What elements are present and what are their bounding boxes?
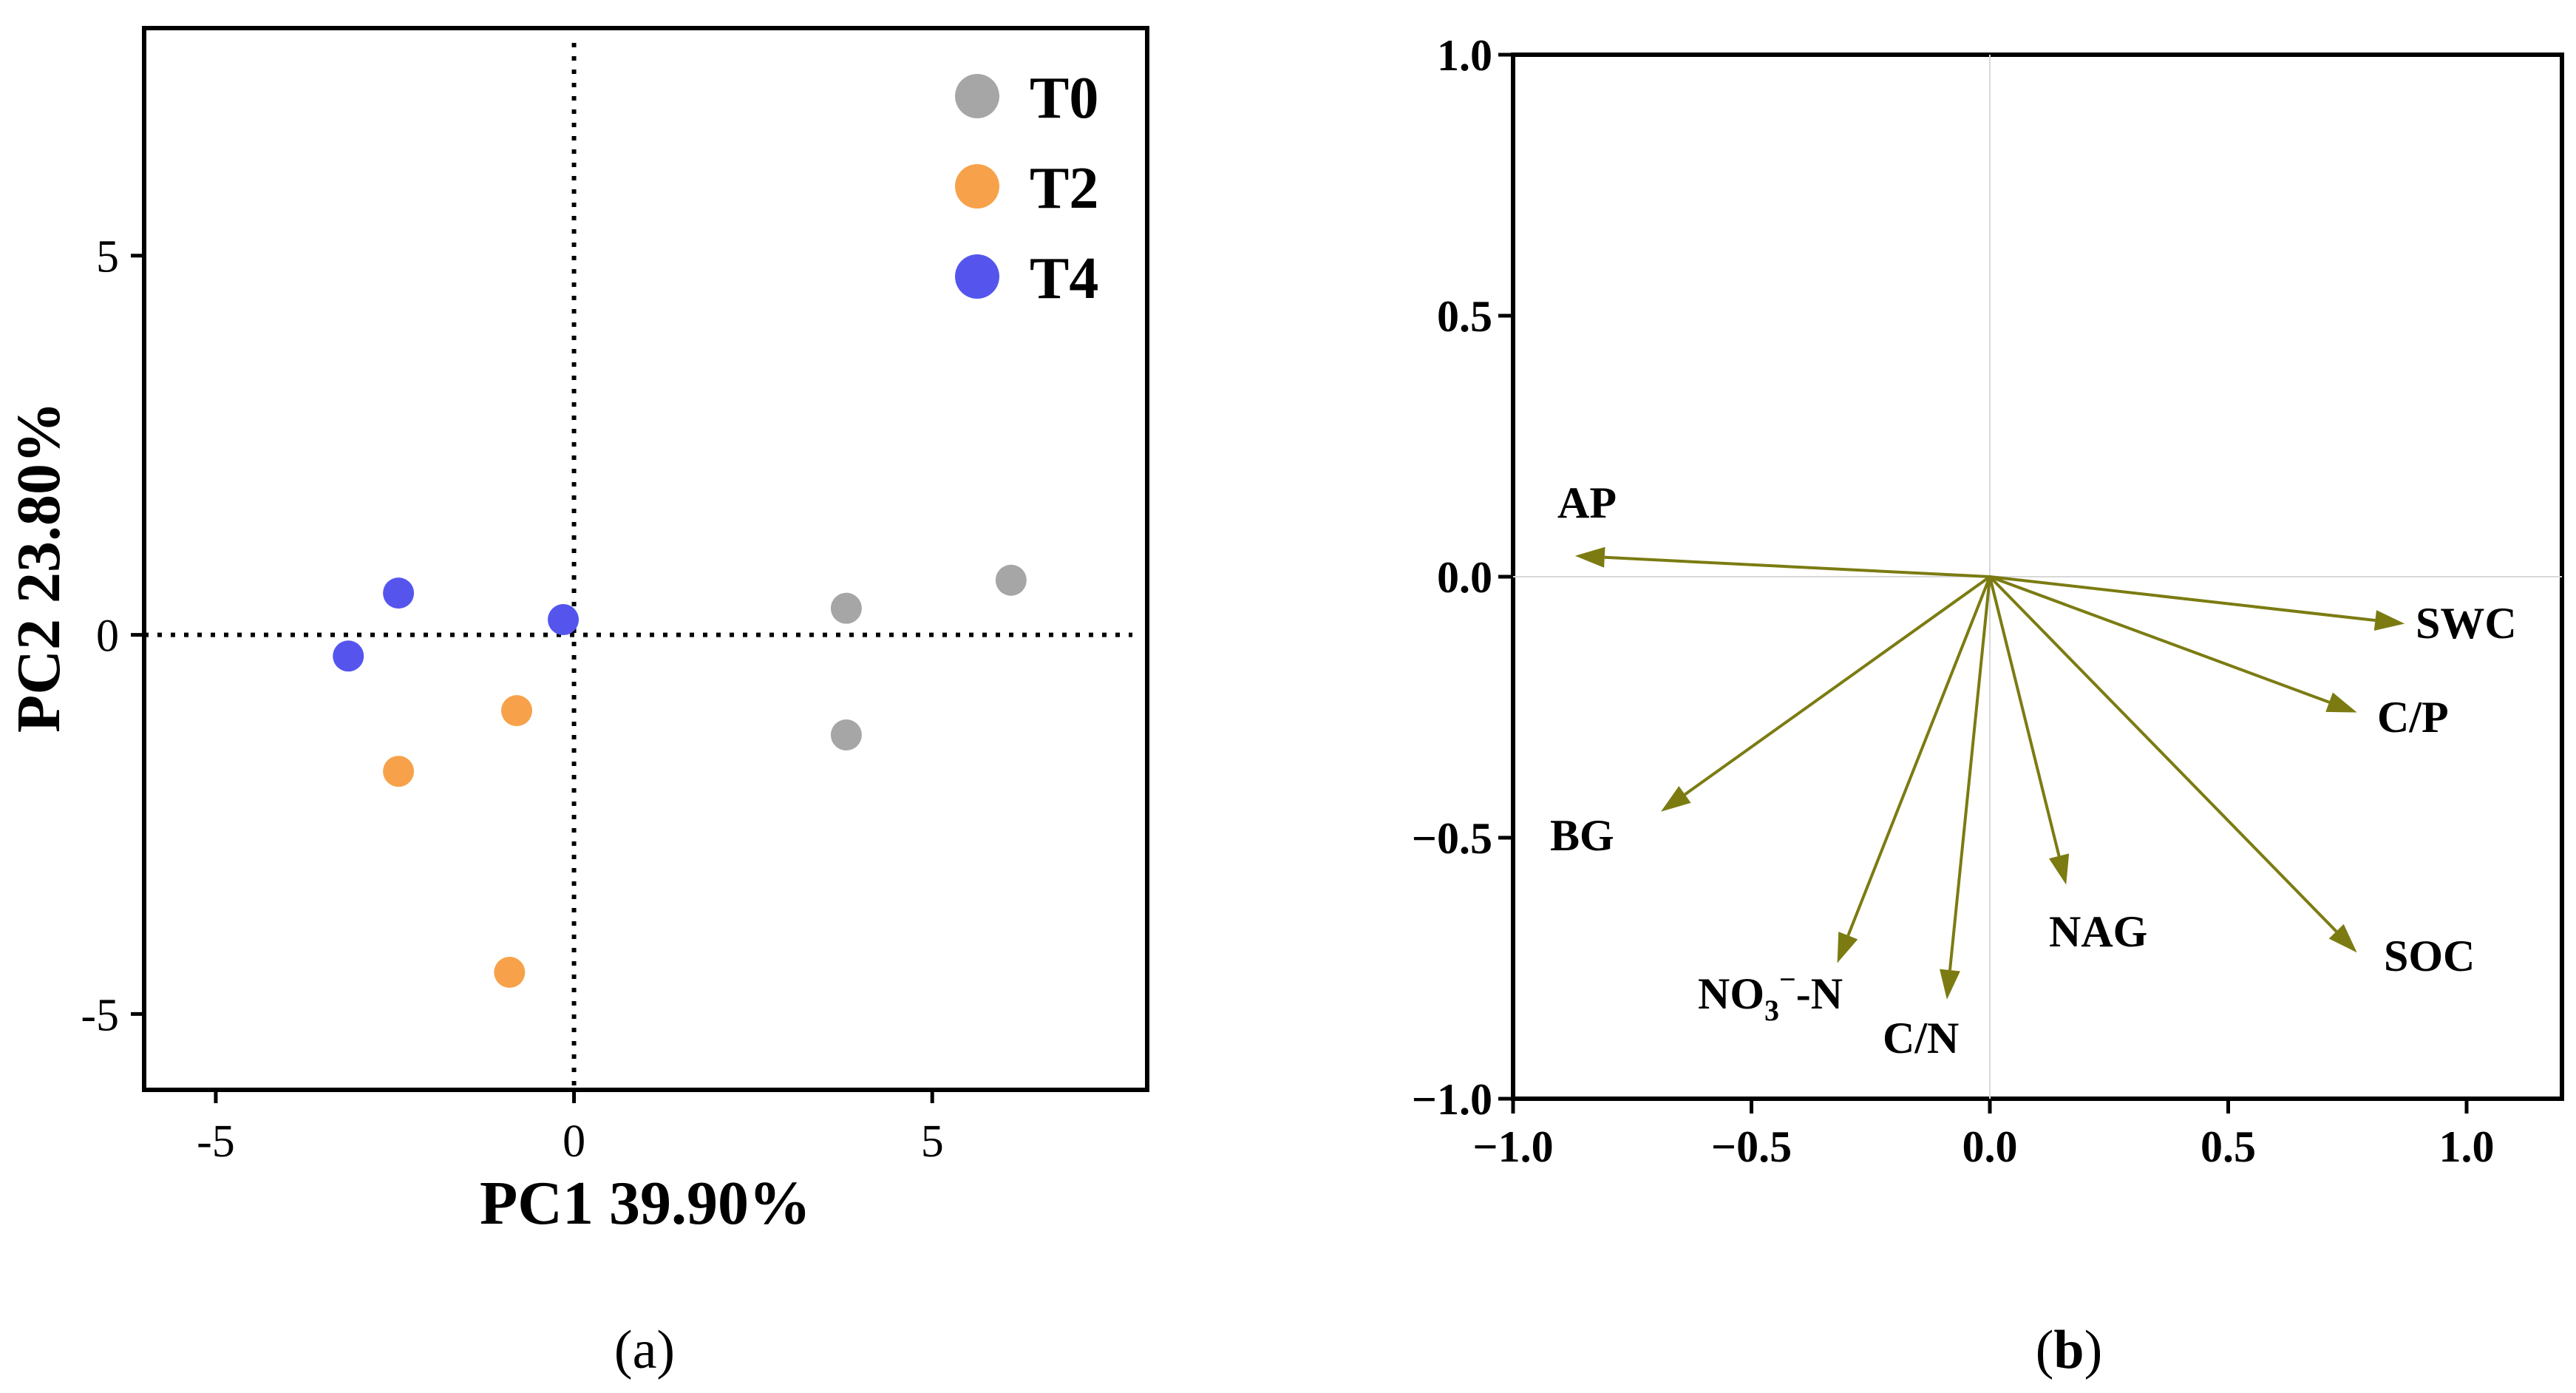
vector-arrow-no3-n xyxy=(1846,576,1991,936)
panel-b-y-tick-label: −0.5 xyxy=(1412,814,1492,863)
vector-arrowhead-bg xyxy=(1660,786,1691,812)
vector-arrowhead-nag xyxy=(2048,853,2070,885)
vector-arrowhead-c-n xyxy=(1940,969,1960,1000)
panel-b-y-tick-label: −1.0 xyxy=(1412,1075,1492,1124)
vector-arrowhead-ap xyxy=(1574,546,1605,568)
vector-label-bg: BG xyxy=(1550,811,1614,860)
point-t2 xyxy=(494,957,526,989)
panel-b-y-tick-label: 1.0 xyxy=(1437,31,1492,80)
legend-marker-t4 xyxy=(955,254,999,299)
panel-a-y-axis-title: PC2 23.80% xyxy=(4,401,73,733)
legend-label-t0: T0 xyxy=(1030,66,1098,131)
panel-b-loading-biplot: −1.0 −0.5 0.0 0.5 1.0 −1.0 −0.5 0.0 0.5 1.0 AP SW… xyxy=(1412,31,2564,1380)
panel-b-x-tick-label: −1.0 xyxy=(1472,1122,1553,1171)
panel-a-y-tick-label: 5 xyxy=(96,232,119,282)
legend-marker-t0 xyxy=(955,74,999,118)
panel-b-loading-arrows xyxy=(1574,546,2405,1000)
panel-b-x-tick-label: 0.5 xyxy=(2201,1122,2256,1171)
vector-arrow-ap xyxy=(1604,555,1991,578)
panel-a-y-tick-label: 0 xyxy=(96,611,119,662)
vector-arrow-nag xyxy=(1988,576,2061,857)
vector-label-cn: C/N xyxy=(1883,1014,1959,1062)
vector-label-nag: NAG xyxy=(2049,907,2147,956)
panel-a-ticks: -5 0 5 -5 0 5 xyxy=(81,232,943,1167)
point-t0 xyxy=(830,719,862,750)
panel-b-y-tick-label: 0.5 xyxy=(1437,292,1492,341)
vector-arrow-swc xyxy=(1989,575,2376,623)
vector-arrowhead-soc xyxy=(2328,923,2357,953)
point-t4 xyxy=(548,604,580,636)
vector-label-cp: C/P xyxy=(2377,693,2449,742)
vector-arrowhead-c-p xyxy=(2325,692,2357,713)
panel-b-caption: (b) xyxy=(2036,1320,2102,1380)
vector-label-ap: AP xyxy=(1557,478,1617,527)
point-t2 xyxy=(383,756,415,787)
panel-b-x-tick-label: 1.0 xyxy=(2439,1122,2495,1171)
panel-a-legend: T0 T2 T4 xyxy=(955,66,1098,311)
panel-a-caption: (a) xyxy=(614,1320,675,1380)
panel-a-x-tick-label: 5 xyxy=(921,1116,944,1167)
panel-a-x-tick-label: -5 xyxy=(197,1116,235,1167)
vector-label-swc: SWC xyxy=(2416,599,2517,648)
point-t0 xyxy=(830,592,862,624)
vector-arrow-c-p xyxy=(1989,575,2330,704)
vector-label-soc: SOC xyxy=(2384,932,2475,980)
legend-label-t4: T4 xyxy=(1030,246,1098,311)
point-t0 xyxy=(995,564,1027,596)
legend-label-t2: T2 xyxy=(1030,156,1098,221)
panel-b-x-tick-label: −0.5 xyxy=(1711,1122,1792,1171)
panel-a-plot-frame xyxy=(142,26,1149,1092)
panel-a-x-axis-title: PC1 39.90% xyxy=(480,1169,811,1238)
point-t2 xyxy=(501,695,533,727)
panel-a-x-tick-label: 0 xyxy=(563,1116,585,1167)
panel-a-y-tick-label: -5 xyxy=(81,990,119,1040)
vector-arrowhead-swc xyxy=(2373,610,2405,631)
vector-arrowhead-no3-n xyxy=(1837,932,1858,963)
legend-marker-t2 xyxy=(955,164,999,209)
panel-b-y-tick-label: 0.0 xyxy=(1437,553,1492,602)
vector-arrow-c-n xyxy=(1948,576,1991,971)
panel-b-ticks: −1.0 −0.5 0.0 0.5 1.0 −1.0 −0.5 0.0 0.5 1.0 xyxy=(1412,31,2495,1171)
vector-arrow-soc xyxy=(1988,575,2338,933)
vector-arrow-bg xyxy=(1684,575,1991,796)
panel-b-x-tick-label: 0.0 xyxy=(1962,1122,2018,1171)
point-t4 xyxy=(383,577,415,609)
point-t4 xyxy=(333,640,364,672)
vector-label-no3n: NO3−-N xyxy=(1698,963,1843,1027)
panel-a-pca-scatter: -5 0 5-505 T0 T2 T4 PC1 39.90% PC2 23.80% … xyxy=(4,26,1149,1380)
panel-a-points xyxy=(333,564,1027,989)
